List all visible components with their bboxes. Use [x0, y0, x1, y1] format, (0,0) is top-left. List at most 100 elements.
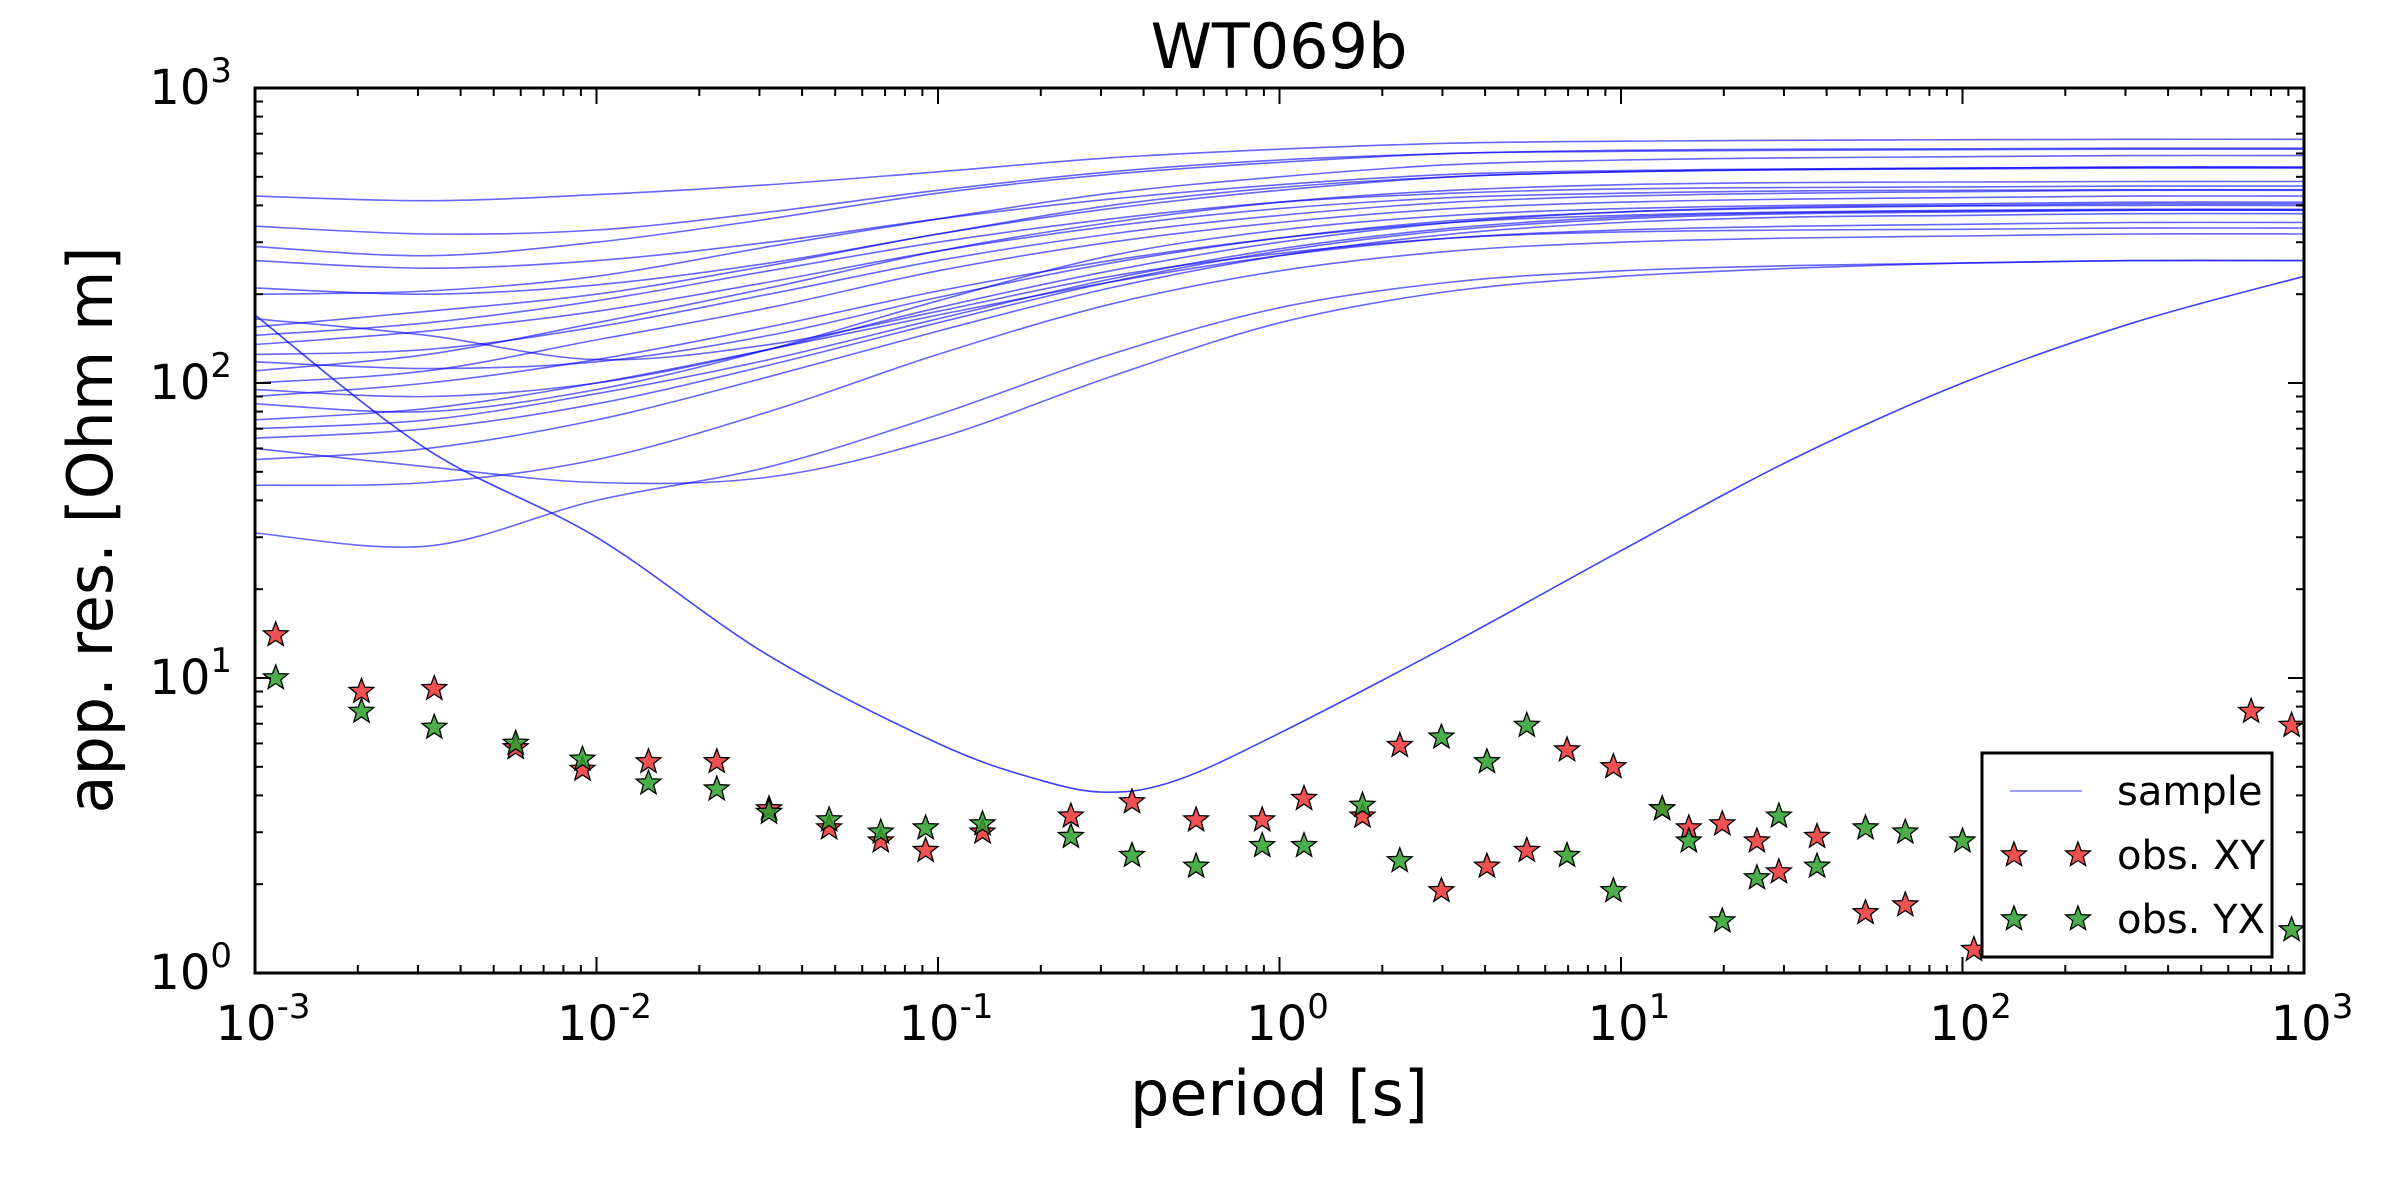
point-obs-xy [1708, 809, 1737, 837]
point-obs-xy [261, 620, 290, 647]
point-obs-yx [420, 712, 449, 740]
legend-swatch-star [2063, 904, 2093, 931]
point-obs-yx [261, 663, 290, 690]
point-obs-xy [911, 835, 940, 863]
sample-curve [254, 209, 2305, 430]
sample-curve [254, 185, 2305, 337]
point-obs-yx [1348, 790, 1377, 818]
x-tick-label: 10-3 [216, 987, 311, 1052]
point-obs-yx [1552, 840, 1582, 868]
point-obs-xy [1742, 826, 1772, 854]
point-obs-yx [2277, 915, 2306, 942]
legend-box [1980, 751, 2274, 959]
x-axis-title: period [s] [1130, 1057, 1428, 1130]
point-obs-yx [634, 768, 663, 796]
point-obs-yx [1948, 826, 1977, 854]
x-tick-label: 100 [1246, 987, 1329, 1052]
point-obs-yx [1289, 830, 1319, 858]
y-tick-label: 100 [149, 936, 232, 1001]
point-obs-yx [1764, 801, 1794, 829]
point-obs-xy [815, 813, 844, 841]
point-obs-yx [702, 774, 731, 802]
point-obs-xy [968, 817, 997, 845]
x-tick-label: 102 [1929, 987, 2012, 1052]
legend-label: obs. XY [2117, 833, 2266, 879]
x-tick-label: 101 [1588, 987, 1671, 1052]
point-obs-xy [1117, 787, 1147, 815]
y-tick-label: 103 [149, 51, 232, 116]
point-obs-yx [1248, 830, 1277, 858]
plot-frame [253, 86, 2306, 975]
sample-curve [254, 227, 2305, 361]
sample-curve [254, 204, 2305, 370]
point-obs-xy [1851, 897, 1880, 925]
point-obs-xy [2236, 696, 2266, 724]
point-obs-yx [568, 744, 597, 772]
point-obs-yx [1472, 746, 1502, 774]
point-obs-xy [702, 746, 731, 774]
sample-curve [254, 166, 2305, 270]
point-obs-yx [1891, 817, 1920, 845]
x-tick-label: 10-2 [557, 987, 652, 1052]
sample-curve [254, 188, 2305, 346]
point-obs-xy [2277, 710, 2306, 738]
point-obs-yx [1182, 851, 1211, 879]
point-obs-xy [634, 746, 663, 774]
sample-curve [254, 195, 2305, 384]
point-obs-yx [1674, 826, 1703, 854]
sample-curve [254, 148, 2304, 257]
point-obs-yx [1512, 710, 1541, 738]
point-obs-yx [1708, 906, 1737, 934]
sample-curve [254, 275, 2305, 794]
sample-curve [254, 259, 2305, 485]
y-axis-title: app. res. [Ohm m] [54, 246, 127, 813]
point-obs-yx [347, 696, 376, 724]
y-tick-labels: 100 101 102 103 [149, 51, 232, 1001]
sample-curve [254, 221, 2305, 421]
point-obs-xy [1427, 875, 1456, 903]
legend: sample obs. XY obs. YX [1980, 751, 2274, 959]
x-tick-label: 10-1 [899, 987, 994, 1052]
point-obs-xy [866, 826, 895, 854]
legend-label: obs. YX [2117, 897, 2265, 943]
point-obs-xy [1802, 821, 1832, 849]
sample-curve [254, 212, 2305, 461]
sample-curves [254, 138, 2305, 794]
point-obs-yx [1851, 813, 1880, 841]
legend-swatch-star [2063, 840, 2093, 867]
point-obs-xy [420, 673, 449, 701]
point-obs-yx [1742, 863, 1772, 891]
sample-curve [254, 189, 2305, 356]
point-obs-yx [968, 809, 997, 837]
point-obs-xy [1385, 730, 1414, 758]
sample-curve [254, 154, 2305, 295]
point-obs-yx [1056, 821, 1086, 849]
sample-curve [254, 233, 2305, 487]
point-obs-yx [1427, 722, 1456, 750]
point-obs-xy [1248, 805, 1277, 833]
point-obs-yx [866, 817, 895, 845]
legend-swatch-star [1999, 840, 2029, 867]
point-obs-xy [1891, 890, 1920, 917]
point-obs-yx [1599, 875, 1628, 903]
sample-curve [254, 138, 2305, 202]
point-obs-yx [1117, 840, 1147, 868]
point-obs-xy [1599, 751, 1628, 779]
point-obs-yx [911, 813, 940, 841]
point-obs-xy [1348, 801, 1377, 829]
point-obs-xy [1472, 851, 1502, 879]
sample-curve [254, 201, 2305, 413]
x-tick-labels: 10-3 10-2 10-1 100 101 102 103 [216, 987, 2354, 1052]
point-obs-xy [1182, 805, 1211, 833]
point-obs-yx [501, 728, 530, 756]
point-obs-xy [1764, 857, 1794, 885]
legend-label: sample [2117, 769, 2262, 815]
point-obs-yx [1648, 794, 1677, 821]
point-obs-yx [815, 805, 844, 833]
sample-curve [254, 209, 2305, 439]
legend-swatch-star [1999, 904, 2029, 931]
point-obs-xy [568, 754, 597, 782]
point-obs-xy [1552, 735, 1582, 762]
y-tick-label: 102 [149, 346, 232, 411]
point-obs-yx [1385, 845, 1414, 873]
